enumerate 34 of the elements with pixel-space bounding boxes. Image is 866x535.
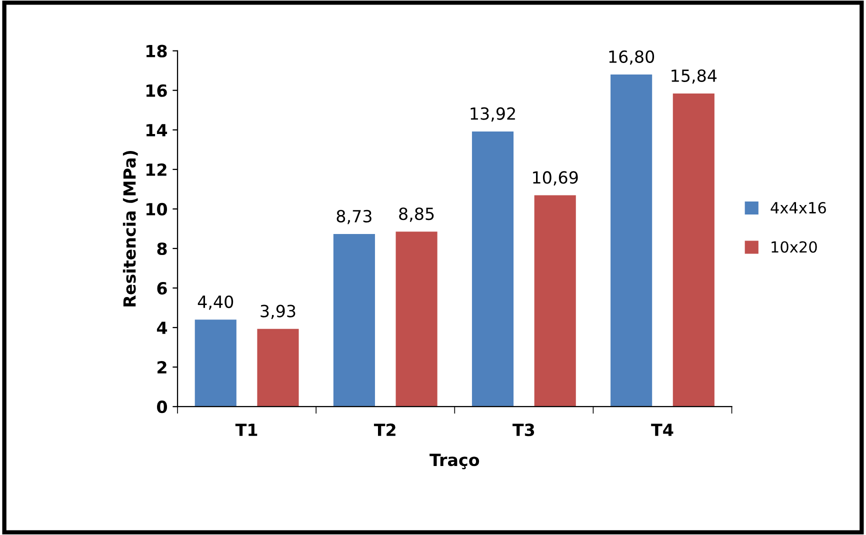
y-tick-label: 18 xyxy=(146,44,167,58)
y-tick-label: 8 xyxy=(157,242,167,256)
x-tick-label: T1 xyxy=(235,424,258,436)
data-label: 16,80 xyxy=(609,50,654,65)
y-tick-label: 14 xyxy=(146,124,168,136)
legend-label: 10x20 xyxy=(772,241,817,253)
bar xyxy=(194,320,236,407)
bar xyxy=(472,131,514,407)
bar xyxy=(333,234,375,407)
x-tick-label: T3 xyxy=(512,424,534,436)
y-tick-label: 16 xyxy=(146,84,167,97)
y-tick-label: 0 xyxy=(157,400,168,414)
x-tick-label: T2 xyxy=(374,424,396,436)
y-tick-label: 2 xyxy=(158,361,166,374)
data-label: 15,84 xyxy=(672,69,717,84)
y-tick-label: 6 xyxy=(157,282,167,295)
bar xyxy=(672,94,714,407)
bar xyxy=(534,195,576,407)
x-tick-label: T4 xyxy=(651,424,674,436)
data-label: 10,69 xyxy=(533,171,578,186)
data-label: 8,73 xyxy=(336,210,372,224)
bar xyxy=(257,328,299,407)
legend-label: 4x4x16 xyxy=(770,202,826,214)
data-label: 4,40 xyxy=(198,295,234,310)
bar xyxy=(610,74,652,407)
data-label: 3,93 xyxy=(260,304,296,320)
y-axis-title: Resitencia (MPa) xyxy=(122,150,138,306)
x-axis-title: Traço xyxy=(430,454,480,470)
data-label: 13,92 xyxy=(470,107,515,122)
bar xyxy=(396,232,438,407)
data-label: 8,85 xyxy=(399,208,434,222)
y-tick-label: 12 xyxy=(146,163,166,176)
y-tick-label: 10 xyxy=(146,202,168,216)
y-tick-label: 4 xyxy=(156,322,168,334)
